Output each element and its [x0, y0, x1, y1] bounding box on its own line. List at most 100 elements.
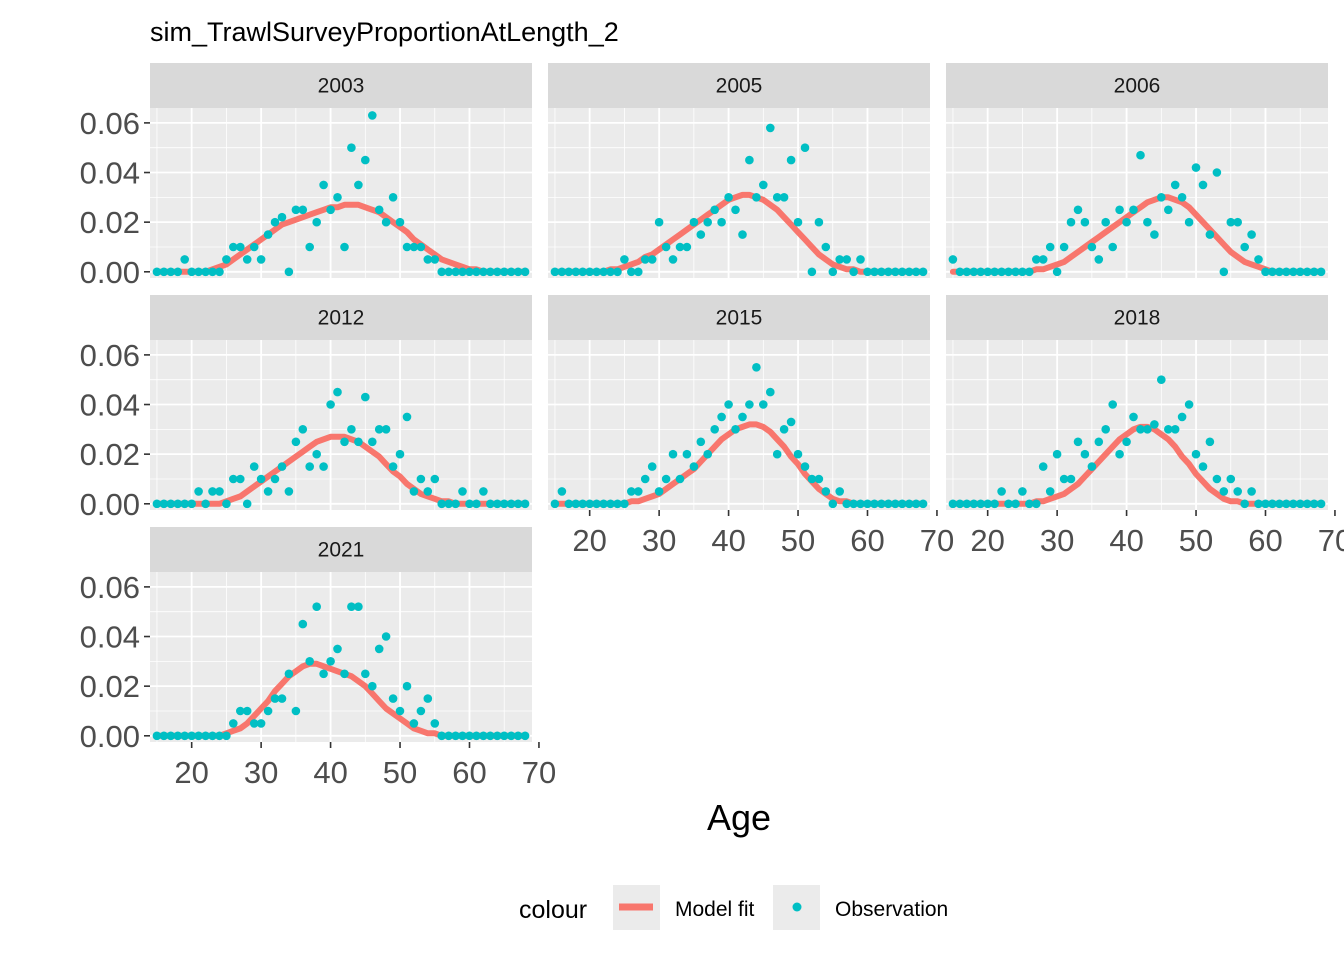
- observation-point: [828, 499, 838, 509]
- observation-point: [948, 499, 958, 509]
- observation-point: [1087, 242, 1097, 252]
- observation-point: [1240, 499, 1249, 509]
- x-axis-label: Age: [707, 797, 771, 838]
- observation-point: [1101, 217, 1110, 227]
- observation-point: [1150, 420, 1159, 429]
- observation-point: [215, 731, 224, 741]
- observation-point: [451, 731, 460, 741]
- observation-point: [291, 437, 301, 447]
- observation-point: [1157, 375, 1166, 385]
- observation-point: [1177, 193, 1187, 202]
- observation-point: [870, 499, 879, 509]
- observation-point: [1191, 163, 1201, 172]
- observation-point: [499, 267, 509, 277]
- observation-point: [1240, 242, 1249, 252]
- y-tick-label: 0.04: [80, 156, 140, 191]
- observation-point: [208, 487, 217, 496]
- observation-point: [1289, 499, 1298, 509]
- facet-strip-label: 2005: [716, 75, 763, 98]
- facet-strip-label: 2015: [716, 307, 763, 330]
- observation-point: [513, 267, 523, 277]
- observation-point: [1247, 230, 1256, 239]
- observation-point: [710, 425, 719, 434]
- observation-point: [430, 255, 440, 264]
- observation-point: [640, 255, 650, 264]
- observation-point: [599, 267, 608, 277]
- legend-label-model-fit: Model fit: [675, 898, 755, 921]
- observation-point: [1233, 217, 1242, 227]
- observation-point: [159, 731, 169, 741]
- observation-point: [766, 123, 775, 133]
- observation-point: [215, 487, 224, 496]
- observation-point: [1032, 255, 1041, 264]
- observation-point: [696, 437, 706, 447]
- model-fit-line: [153, 433, 529, 507]
- observation-point: [1191, 449, 1201, 459]
- observation-point: [1282, 267, 1291, 277]
- observation-point: [277, 212, 287, 222]
- x-tick-label: 30: [642, 523, 676, 558]
- observation-point: [326, 657, 335, 666]
- observation-point: [1122, 437, 1131, 447]
- observation-point: [180, 731, 189, 741]
- observation-point: [166, 267, 176, 277]
- y-tick-label: 0.06: [80, 570, 140, 605]
- observation-point: [682, 449, 692, 459]
- observation-point: [229, 474, 238, 484]
- observation-point: [1268, 499, 1277, 509]
- observation-point: [465, 267, 474, 277]
- observation-point: [1108, 242, 1117, 252]
- observation-point: [187, 731, 196, 741]
- observation-point: [1122, 217, 1131, 227]
- observation-point: [897, 267, 907, 277]
- observation-point: [745, 400, 754, 409]
- observation-point: [458, 731, 467, 741]
- observation-point: [166, 731, 176, 741]
- y-tick-label: 0.02: [80, 669, 140, 704]
- observation-point: [640, 474, 650, 484]
- observation-point: [277, 694, 287, 703]
- observation-point: [904, 499, 914, 509]
- observation-point: [465, 731, 474, 741]
- observation-point: [506, 499, 516, 509]
- observation-point: [270, 474, 280, 484]
- observation-point: [1038, 255, 1048, 264]
- observation-point: [682, 242, 692, 252]
- observation-point: [333, 644, 342, 654]
- observation-point: [1233, 487, 1242, 496]
- observation-point: [409, 719, 419, 728]
- observation-point: [661, 242, 671, 252]
- observation-point: [1052, 267, 1062, 277]
- observation-point: [326, 400, 335, 409]
- observation-point: [962, 499, 972, 509]
- observation-point: [1045, 487, 1055, 496]
- chart-title: sim_TrawlSurveyProportionAtLength_2: [150, 17, 619, 47]
- observation-point: [187, 267, 196, 277]
- observation-point: [208, 267, 217, 277]
- x-tick-label: 60: [1248, 523, 1282, 558]
- observation-point: [983, 499, 992, 509]
- observation-point: [173, 731, 183, 741]
- observation-point: [849, 267, 858, 277]
- observation-point: [1177, 412, 1187, 422]
- observation-point: [486, 267, 495, 277]
- observation-point: [499, 499, 509, 509]
- observation-point: [298, 205, 308, 215]
- observation-point: [870, 267, 879, 277]
- observation-point: [550, 499, 560, 509]
- x-tick-label: 60: [452, 755, 486, 790]
- observation-point: [1295, 267, 1305, 277]
- observation-point: [997, 487, 1006, 496]
- observation-point: [173, 267, 183, 277]
- observation-point: [152, 267, 162, 277]
- model-fit-line: [153, 201, 529, 275]
- observation-point: [305, 462, 315, 471]
- facet-panel: 2021 0.00 0.02 0.04 0.06 20 30 40 50 60 70: [80, 527, 556, 790]
- observation-point: [486, 499, 495, 509]
- observation-point: [256, 255, 266, 264]
- facet-strip: [150, 63, 532, 108]
- observation-point: [1094, 255, 1104, 264]
- observation-point: [347, 143, 356, 152]
- observation-point: [1226, 474, 1236, 484]
- observation-point: [312, 602, 322, 611]
